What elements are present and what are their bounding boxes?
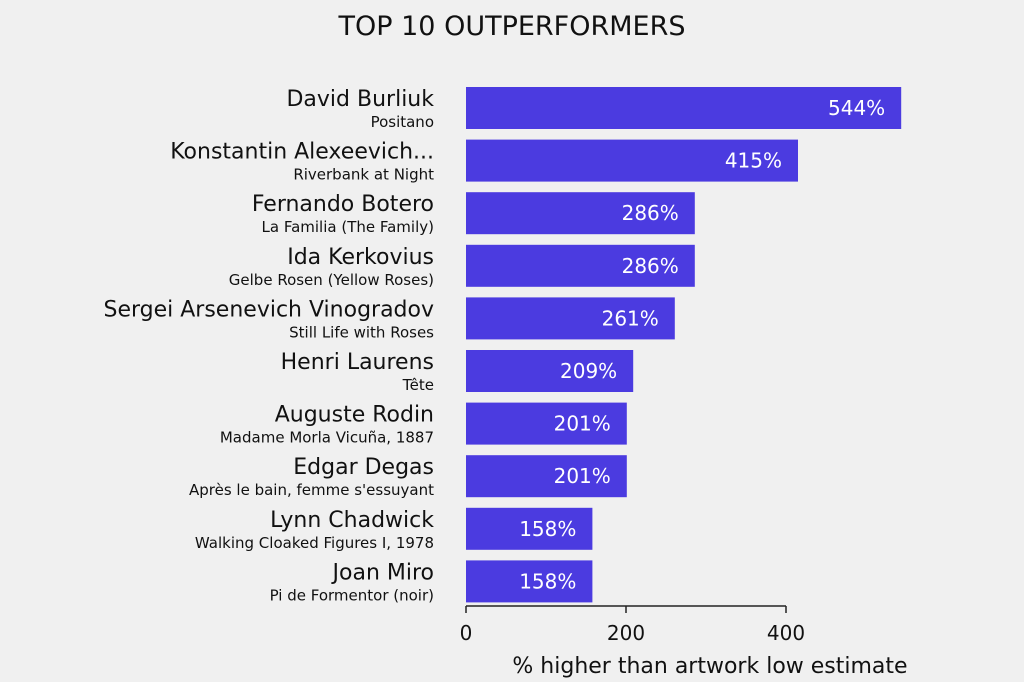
bar-value-label-2: 286% bbox=[622, 201, 679, 225]
category-artist-label-5: Henri Laurens bbox=[281, 350, 434, 375]
category-work-label-4: Still Life with Roses bbox=[289, 323, 434, 341]
x-tick-label-0: 0 bbox=[460, 621, 473, 645]
bar-value-label-7: 201% bbox=[554, 464, 611, 488]
bar-value-label-9: 158% bbox=[519, 569, 576, 593]
chart-title: TOP 10 OUTPERFORMERS bbox=[338, 11, 686, 42]
bar-6 bbox=[466, 402, 627, 445]
bar-value-label-4: 261% bbox=[602, 306, 659, 330]
category-artist-label-8: Lynn Chadwick bbox=[270, 508, 434, 533]
bar-3 bbox=[466, 244, 695, 287]
bars-group: 544% 415% 286% 286% 261% 209% 201% 201% 158% 158% bbox=[466, 87, 902, 603]
bar-0 bbox=[466, 87, 902, 129]
category-work-label-2: La Familia (The Family) bbox=[262, 218, 434, 236]
category-artist-label-1: Konstantin Alexeevich... bbox=[170, 140, 434, 165]
bar-9 bbox=[466, 560, 593, 603]
bar-7 bbox=[466, 455, 627, 498]
bar-value-label-8: 158% bbox=[519, 517, 576, 541]
bar-2 bbox=[466, 192, 695, 235]
bar-4 bbox=[466, 297, 675, 340]
bar-5 bbox=[466, 350, 634, 392]
bar-value-label-5: 209% bbox=[560, 359, 617, 383]
category-work-label-3: Gelbe Rosen (Yellow Roses) bbox=[229, 271, 434, 289]
bar-value-label-0: 544% bbox=[828, 96, 885, 120]
category-artist-label-2: Fernando Botero bbox=[252, 192, 434, 217]
category-work-label-8: Walking Cloaked Figures I, 1978 bbox=[195, 534, 434, 552]
category-work-label-9: Pi de Formentor (noir) bbox=[270, 586, 434, 604]
category-artist-label-3: Ida Kerkovius bbox=[287, 245, 434, 270]
category-artist-label-6: Auguste Rodin bbox=[275, 403, 434, 428]
category-artist-label-4: Sergei Arsenevich Vinogradov bbox=[103, 297, 434, 322]
x-tick-label-2: 400 bbox=[767, 621, 805, 645]
x-axis: 0 200 400 bbox=[460, 605, 805, 645]
category-work-label-6: Madame Morla Vicuña, 1887 bbox=[220, 429, 434, 447]
category-artist-label-9: Joan Miro bbox=[331, 560, 434, 585]
category-artist-label-7: Edgar Degas bbox=[293, 455, 434, 480]
bar-value-label-3: 286% bbox=[622, 254, 679, 278]
bar-value-label-6: 201% bbox=[554, 412, 611, 436]
x-tick-label-1: 200 bbox=[607, 621, 645, 645]
bar-value-label-1: 415% bbox=[725, 149, 782, 173]
x-axis-label: % higher than artwork low estimate bbox=[512, 654, 907, 679]
category-artist-label-0: David Burliuk bbox=[286, 87, 434, 112]
category-work-label-1: Riverbank at Night bbox=[293, 166, 434, 184]
category-work-label-5: Tête bbox=[402, 376, 434, 394]
bar-1 bbox=[466, 139, 798, 182]
category-work-label-0: Positano bbox=[371, 113, 434, 131]
category-work-label-7: Après le bain, femme s'essuyant bbox=[189, 481, 434, 499]
bar-8 bbox=[466, 507, 593, 550]
